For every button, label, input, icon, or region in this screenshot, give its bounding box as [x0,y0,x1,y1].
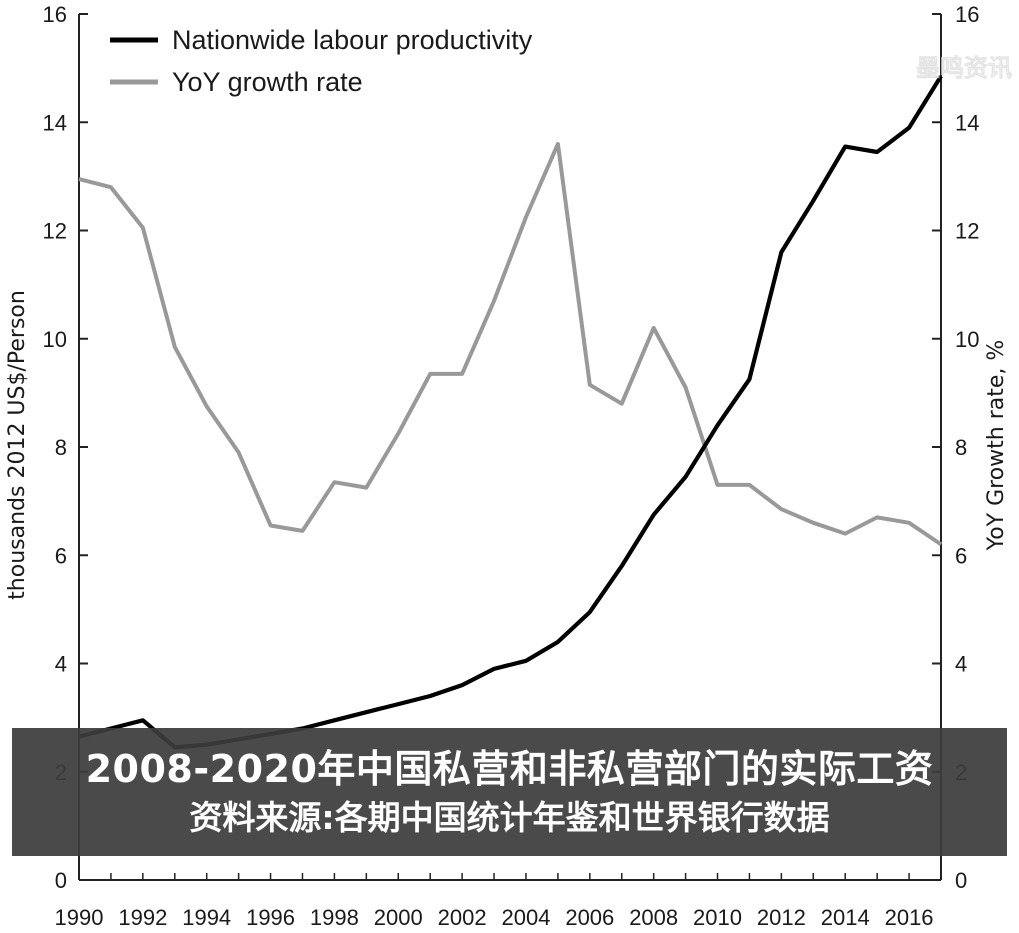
y2-tick-label: 8 [955,435,967,460]
x-tick-label: 1998 [310,905,359,930]
y-tick-label: 0 [55,868,67,893]
y2-tick-label: 16 [955,2,979,27]
y-tick-label: 8 [55,435,67,460]
x-tick-label: 1996 [246,905,295,930]
y2-tick-label: 4 [955,652,967,677]
y-tick-label: 12 [43,219,67,244]
y-tick-label: 6 [55,543,67,568]
y2-tick-label: 12 [955,219,979,244]
y2-tick-label: 10 [955,327,979,352]
x-tick-label: 2010 [693,905,742,930]
y2-axis-label: YoY Growth rate, % [984,340,1009,552]
x-tick-label: 2000 [374,905,423,930]
x-tick-label: 2006 [565,905,614,930]
x-tick-label: 2016 [885,905,934,930]
legend: Nationwide labour productivity YoY growth… [110,25,533,97]
series-layer [78,75,943,750]
watermark: 墨鸣资讯 [916,54,1012,82]
caption-line-1: 2008-2020年中国私营和非私营部门的实际工资 [85,747,934,791]
y2-tick-label: 6 [955,543,967,568]
x-tick-label: 1992 [118,905,167,930]
series-line-yoy-growth-rate [78,141,943,547]
caption-banner: 2008-2020年中国私营和非私营部门的实际工资 资料来源:各期中国统计年鉴和… [12,728,1007,856]
y-tick-label: 4 [55,652,67,677]
y2-tick-label: 14 [955,110,979,135]
legend-label: YoY growth rate [172,67,363,97]
y-tick-label: 14 [43,110,67,135]
x-tick-label: 1990 [55,905,104,930]
x-tick-label: 2008 [629,905,678,930]
legend-label: Nationwide labour productivity [172,25,533,55]
x-tick-label: 1994 [182,905,231,930]
x-tick-label: 2002 [438,905,487,930]
y-axis-label: thousands 2012 US$/Person [5,290,30,600]
y2-tick-label: 0 [955,868,967,893]
x-tick-label: 2004 [501,905,550,930]
y-tick-label: 10 [43,327,67,352]
caption-line-2: 资料来源:各期中国统计年鉴和世界银行数据 [189,798,830,837]
ticks: 0246810121416024681012141619901992199419… [43,2,980,930]
y-tick-label: 16 [43,2,67,27]
x-tick-label: 2014 [821,905,870,930]
x-tick-label: 2012 [757,905,806,930]
